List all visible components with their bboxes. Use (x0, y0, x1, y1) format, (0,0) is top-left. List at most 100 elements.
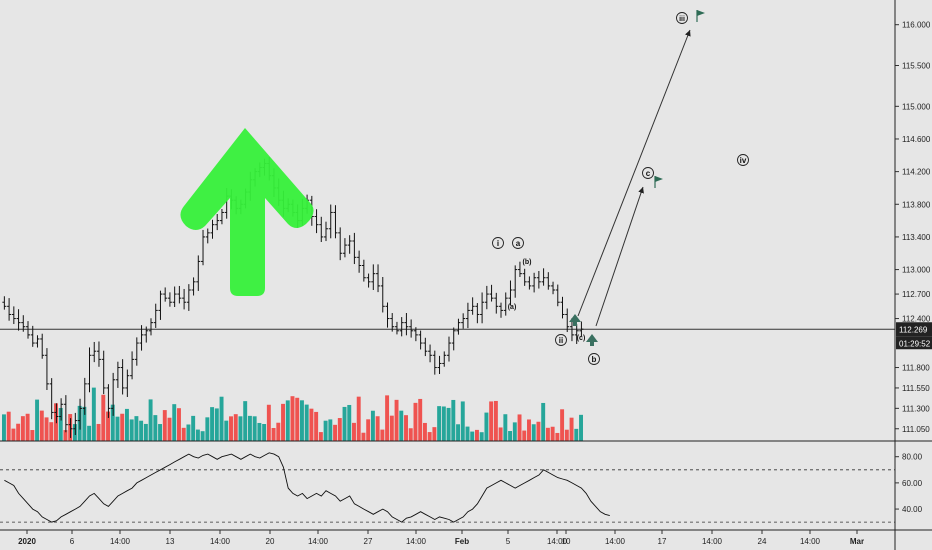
volume-bar (484, 412, 489, 441)
x-tick-label: 14:00 (308, 537, 329, 546)
volume-bar (342, 406, 347, 441)
volume-bar (110, 404, 115, 441)
x-tick-label: 14:00 (210, 537, 231, 546)
y-tick-label: 115.000 (902, 102, 931, 111)
volume-bar (536, 421, 541, 441)
volume-bar (550, 426, 555, 441)
wave-label: iv (740, 156, 747, 165)
volume-bar (285, 400, 290, 441)
volume-bar (375, 416, 380, 441)
volume-bar (408, 428, 413, 441)
x-tick-label: Feb (455, 537, 469, 546)
x-tick-label: 2020 (18, 537, 36, 546)
volume-bar (432, 427, 437, 441)
volume-bar (323, 420, 328, 441)
volume-bar (352, 422, 356, 441)
volume-bar (493, 400, 498, 441)
volume-bar (579, 414, 583, 441)
volume-bar (290, 396, 295, 441)
volume-bar (44, 417, 49, 441)
y-tick-label: 115.500 (902, 62, 931, 71)
projection-arrow-c (595, 186, 644, 327)
up-marker-c (569, 314, 581, 326)
x-tick-label: 14:00 (547, 537, 568, 546)
volume-bar (91, 387, 96, 441)
volume-bar (177, 408, 181, 441)
volume-bar (517, 414, 522, 441)
wave-label-circle (737, 154, 749, 166)
volume-bar (347, 404, 352, 441)
wave-label: (a) (508, 304, 517, 311)
volume-bar (134, 416, 139, 441)
wave-label-circle (512, 237, 524, 249)
price-bars (2, 156, 584, 438)
volume-bar (399, 410, 404, 441)
price-label: 112.269 (899, 325, 928, 334)
osc-tick-label: 80.00 (902, 453, 923, 462)
countdown-bg (896, 336, 932, 350)
x-tick-label: 24 (758, 537, 767, 546)
volume-bar (503, 414, 508, 441)
volume-bars (2, 387, 583, 441)
y-tick-label: 113.800 (902, 200, 931, 209)
volume-bar (63, 430, 68, 441)
volume-bar (101, 394, 106, 441)
volume-bar (58, 408, 63, 441)
x-tick-label: 20 (266, 537, 275, 546)
volume-bar (541, 402, 546, 441)
volume-bar (422, 422, 427, 441)
volume-bar (247, 415, 252, 441)
volume-bar (555, 432, 560, 441)
volume-bar (16, 423, 21, 441)
volume-bar (413, 402, 418, 441)
volume-bar (106, 411, 110, 441)
volume-bar (465, 426, 470, 441)
y-tick-label: 111.300 (902, 404, 930, 413)
x-tick-label: 13 (166, 537, 175, 546)
volume-bar (30, 430, 35, 441)
y-tick-label: 111.800 (902, 364, 930, 373)
volume-bar (195, 429, 200, 441)
volume-bar (229, 416, 233, 441)
x-tick-label: 14:00 (110, 537, 131, 546)
volume-bar (545, 427, 550, 441)
volume-bar (560, 409, 565, 441)
x-tick-label: 17 (658, 537, 667, 546)
volume-bar (337, 418, 342, 441)
volume-bar (460, 401, 465, 441)
volume-bar (370, 410, 375, 441)
wave-label: (c) (577, 335, 586, 342)
osc-tick-label: 40.00 (902, 505, 923, 514)
volume-bar (214, 408, 219, 441)
volume-bar (328, 419, 333, 441)
volume-bar (25, 413, 30, 441)
volume-bar (124, 408, 129, 441)
volume-bar (219, 396, 224, 441)
y-tick-label: 112.400 (902, 315, 931, 324)
volume-bar (139, 420, 144, 441)
volume-bar (252, 416, 257, 441)
volume-bar (143, 423, 148, 441)
volume-bar (158, 424, 163, 441)
volume-bar (295, 397, 300, 441)
x-tick-label: 6 (70, 537, 75, 546)
volume-bar (512, 422, 517, 441)
wave-label-circle (588, 353, 600, 365)
volume-bar (498, 427, 503, 441)
y-tick-label: 116.000 (902, 21, 931, 30)
wave-label: c (646, 169, 651, 178)
volume-bar (314, 411, 319, 441)
y-tick-label: 114.200 (902, 168, 931, 177)
volume-bar (276, 422, 281, 441)
volume-bar (385, 395, 390, 441)
wave-label: ii (559, 336, 563, 345)
x-tick-label: 14:00 (702, 537, 723, 546)
volume-bar (115, 416, 120, 441)
y-tick-label: 114.600 (902, 135, 931, 144)
volume-bar (508, 431, 513, 441)
wave-label: a (516, 239, 521, 248)
oscillator-panel (0, 452, 895, 523)
osc-tick-label: 60.00 (902, 479, 923, 488)
volume-bar (243, 401, 248, 441)
